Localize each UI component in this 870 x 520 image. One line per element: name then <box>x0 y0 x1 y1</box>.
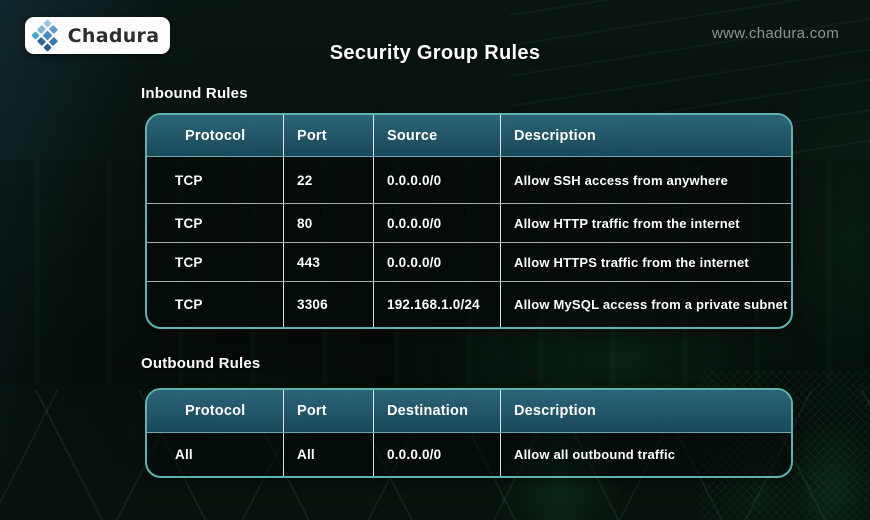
cell-description: Allow MySQL access from a private subnet <box>500 282 791 327</box>
table-row: TCP 3306 192.168.1.0/24 Allow MySQL acce… <box>147 281 791 327</box>
header-cell-description: Description <box>500 390 791 432</box>
inbound-header-row: Protocol Port Source Description <box>147 115 791 157</box>
table-row: TCP 443 0.0.0.0/0 Allow HTTPS traffic fr… <box>147 242 791 281</box>
header-cell-port: Port <box>283 115 373 156</box>
header-cell-source: Source <box>373 115 500 156</box>
cell-port: 22 <box>283 157 373 203</box>
header-cell-protocol: Protocol <box>185 403 246 419</box>
table-row: All All 0.0.0.0/0 Allow all outbound tra… <box>147 433 791 476</box>
cell-destination: 0.0.0.0/0 <box>373 433 500 476</box>
brand-name: Chadura <box>67 24 160 47</box>
header-cell-protocol: Protocol <box>185 127 246 144</box>
cell-source: 0.0.0.0/0 <box>373 243 500 281</box>
outbound-rules-heading: Outbound Rules <box>141 355 261 372</box>
cell-protocol: TCP <box>175 297 203 312</box>
cell-protocol: TCP <box>175 254 203 270</box>
inbound-rules-heading: Inbound Rules <box>141 85 248 102</box>
table-row: TCP 22 0.0.0.0/0 Allow SSH access from a… <box>147 157 791 203</box>
cell-port: All <box>283 433 373 476</box>
header-cell-port: Port <box>283 390 373 432</box>
cell-source: 192.168.1.0/24 <box>373 282 500 327</box>
inbound-rules-table: Protocol Port Source Description TCP 22 … <box>145 113 793 329</box>
cell-source: 0.0.0.0/0 <box>373 157 500 203</box>
cell-source: 0.0.0.0/0 <box>373 204 500 242</box>
cell-protocol: TCP <box>175 172 203 188</box>
outbound-header-row: Protocol Port Destination Description <box>147 390 791 433</box>
table-row: TCP 80 0.0.0.0/0 Allow HTTP traffic from… <box>147 203 791 242</box>
website-url: www.chadura.com <box>711 25 839 42</box>
cell-protocol: All <box>175 447 193 462</box>
cell-description: Allow HTTP traffic from the internet <box>500 204 791 242</box>
cell-protocol: TCP <box>175 215 203 231</box>
cell-description: Allow all outbound traffic <box>500 433 791 476</box>
cell-port: 80 <box>283 204 373 242</box>
outbound-rules-table: Protocol Port Destination Description Al… <box>145 388 793 478</box>
cell-port: 3306 <box>283 282 373 327</box>
cell-port: 443 <box>283 243 373 281</box>
header-cell-destination: Destination <box>373 390 500 432</box>
header-cell-description: Description <box>500 115 791 156</box>
brand-logo: Chadura <box>25 17 170 54</box>
cell-description: Allow HTTPS traffic from the internet <box>500 243 791 281</box>
inbound-table-body: TCP 22 0.0.0.0/0 Allow SSH access from a… <box>147 157 791 327</box>
cell-description: Allow SSH access from anywhere <box>500 157 791 203</box>
page-title: Security Group Rules <box>329 42 541 64</box>
outbound-table-body: All All 0.0.0.0/0 Allow all outbound tra… <box>147 433 791 476</box>
